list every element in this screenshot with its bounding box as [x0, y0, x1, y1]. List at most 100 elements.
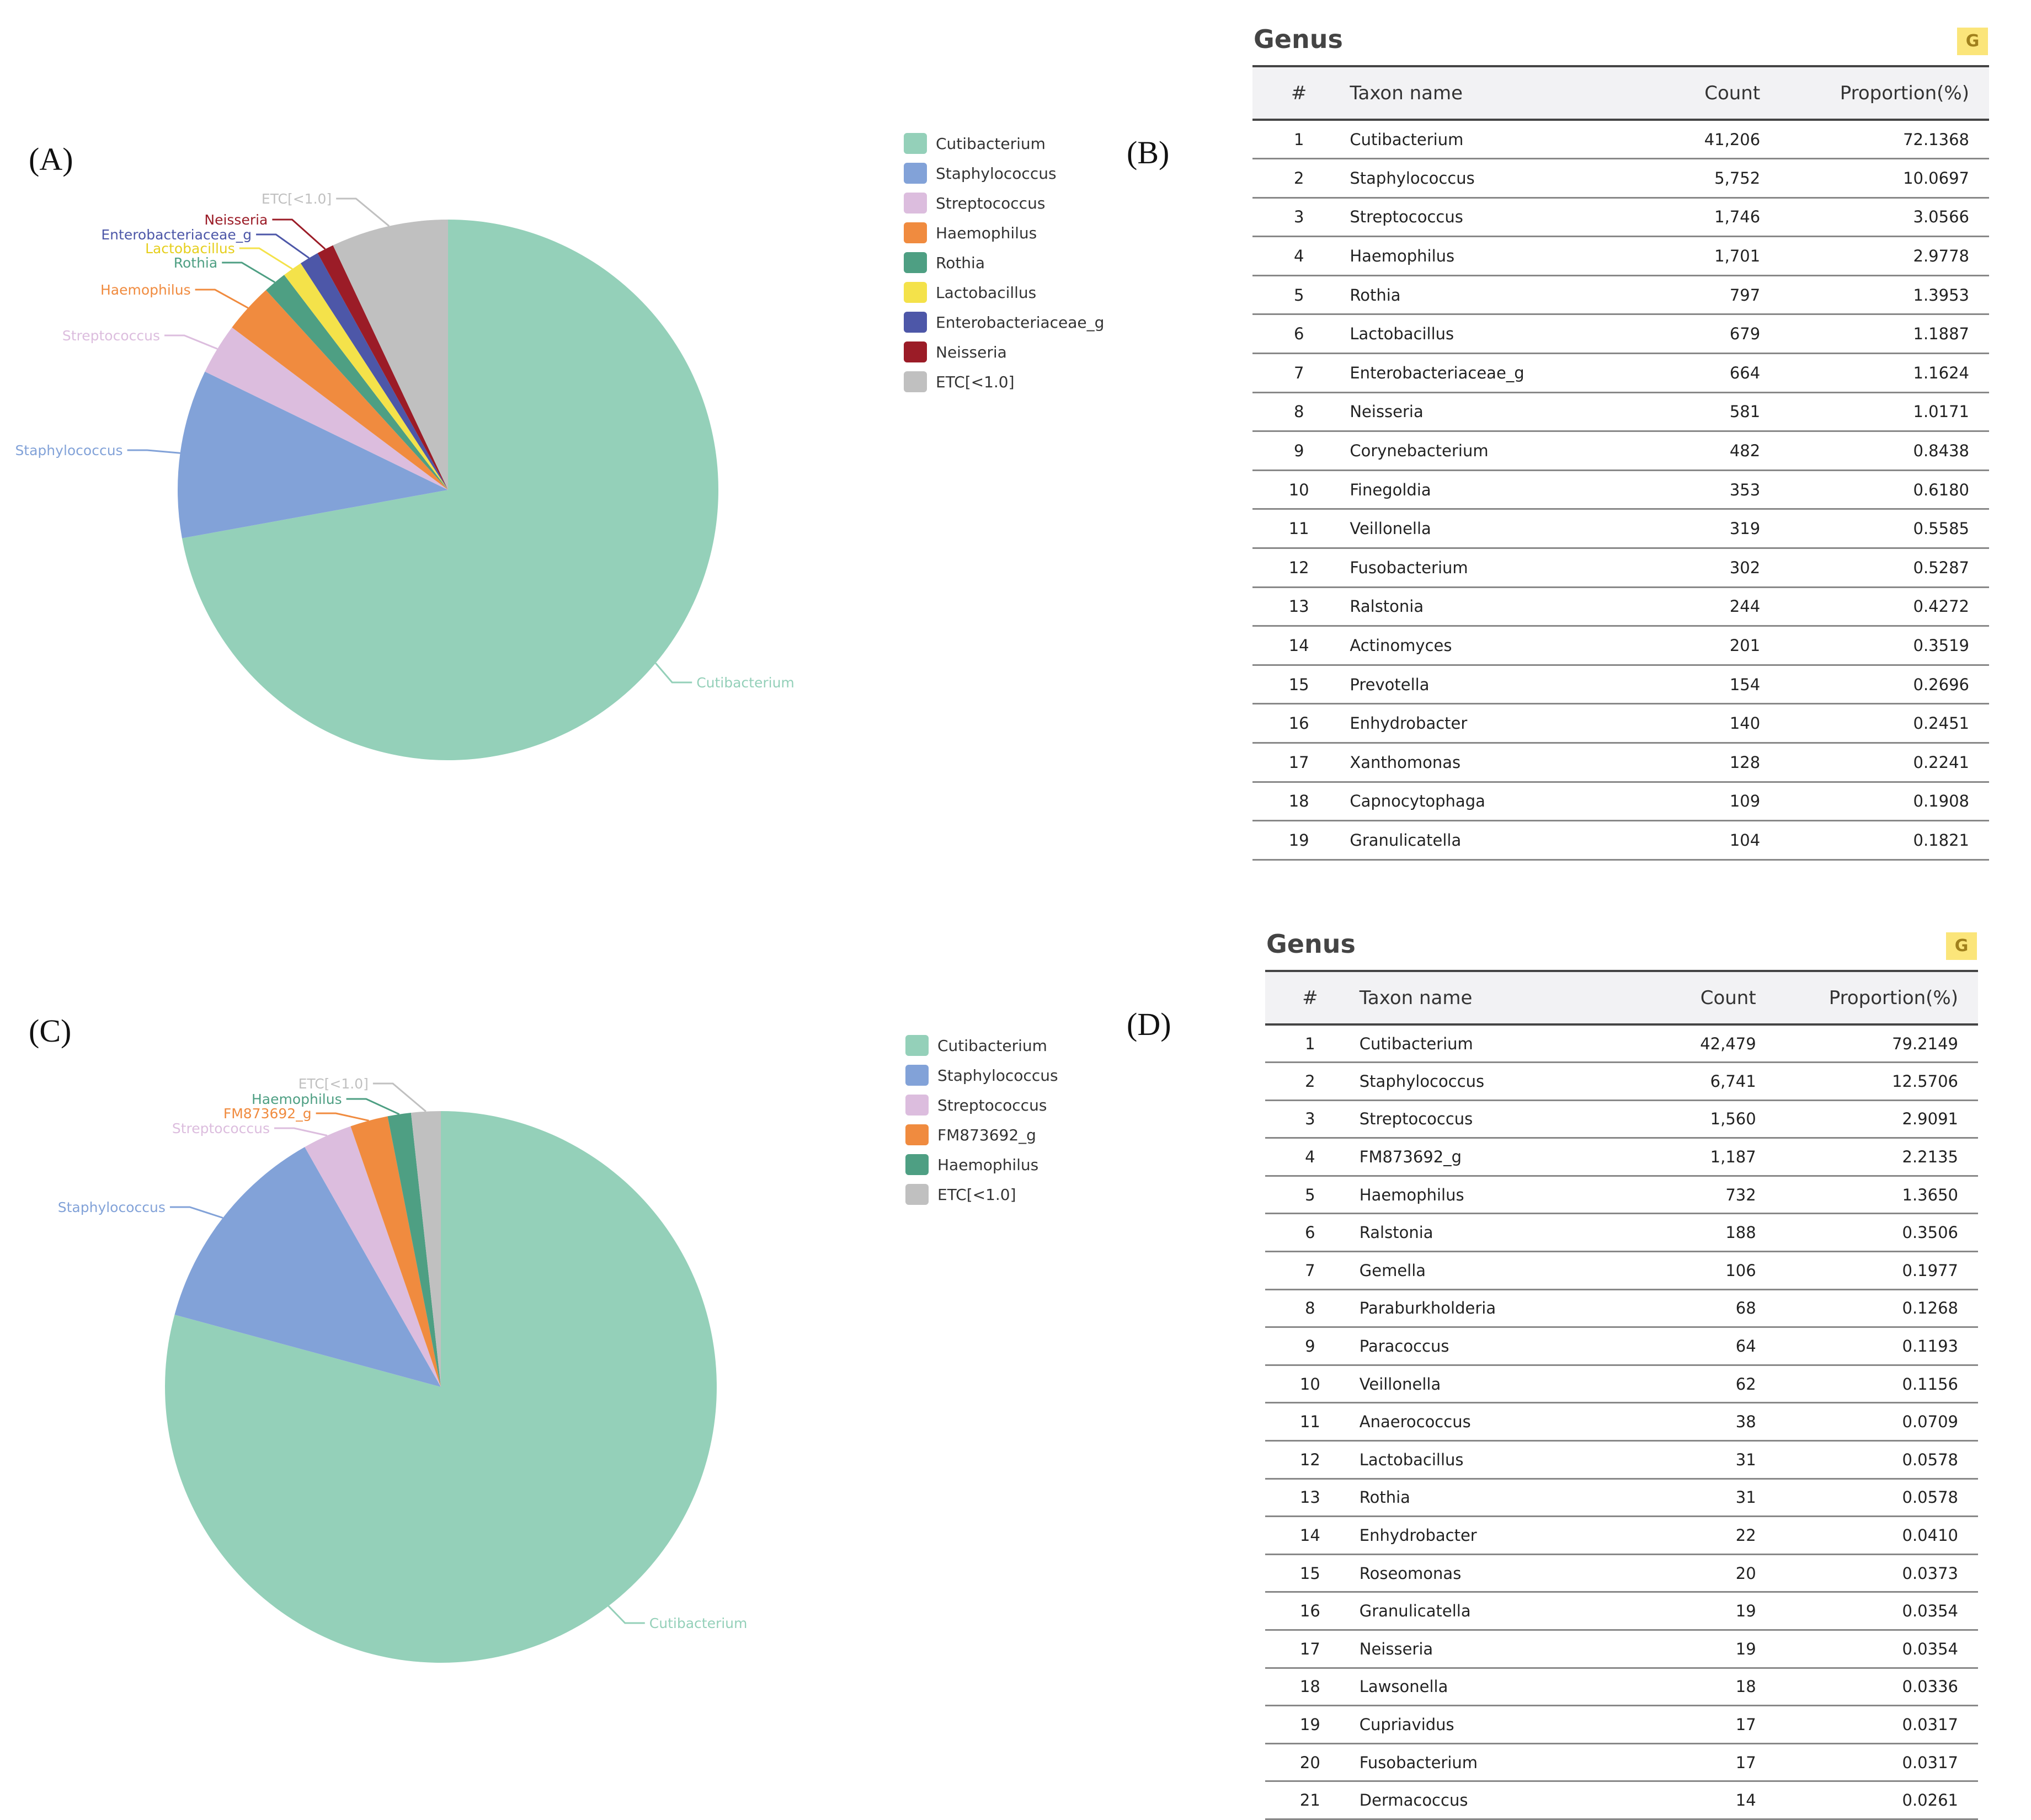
table-row: 13 Ralstonia 244 0.4272 — [1252, 587, 1989, 627]
legend-label: ETC[<1.0] — [937, 1185, 1016, 1204]
cell-proportion: 72.1368 — [1765, 120, 1989, 160]
cell-taxon: Ralstonia — [1355, 1213, 1613, 1253]
table-row: 4 FM873692_g 1,187 2.2135 — [1265, 1138, 1978, 1177]
cell-proportion: 0.1268 — [1760, 1289, 1978, 1328]
slice-label-streptococcus: Streptococcus — [172, 1120, 270, 1136]
cell-proportion: 0.1821 — [1765, 820, 1989, 861]
legend-swatch — [905, 1184, 929, 1205]
cell-num: 6 — [1265, 1213, 1355, 1253]
legend-label: Rothia — [936, 253, 985, 272]
cell-num: 18 — [1252, 782, 1346, 822]
cell-proportion: 0.1908 — [1765, 782, 1989, 822]
cell-count: 1,560 — [1612, 1100, 1761, 1139]
cell-taxon: Neisseria — [1355, 1630, 1613, 1669]
cell-taxon: Lactobacillus — [1345, 314, 1612, 355]
table-row: 11 Veillonella 319 0.5585 — [1252, 509, 1989, 549]
cell-num: 13 — [1265, 1479, 1355, 1518]
cell-proportion: 1.1887 — [1765, 314, 1989, 355]
cell-num: 10 — [1265, 1365, 1355, 1404]
genus-badge: G — [1957, 28, 1988, 55]
cell-num: 3 — [1252, 198, 1346, 238]
cell-proportion: 0.2241 — [1765, 743, 1989, 783]
cell-taxon: Paracoccus — [1355, 1327, 1613, 1366]
legend-swatch — [904, 222, 927, 243]
legend-item-enterobacteriaceae-g: Enterobacteriaceae_g — [904, 307, 1104, 337]
cell-taxon: Haemophilus — [1345, 236, 1612, 276]
table-row: 7 Gemella 106 0.1977 — [1265, 1251, 1978, 1290]
leader-line-haemophilus — [195, 289, 249, 309]
cell-count: 31 — [1612, 1479, 1761, 1518]
cell-num: 17 — [1252, 743, 1346, 783]
table-row: 5 Haemophilus 732 1.3650 — [1265, 1176, 1978, 1215]
legend-item-cutibacterium: Cutibacterium — [905, 1031, 1058, 1060]
cell-count: 106 — [1612, 1251, 1761, 1290]
table-row: 10 Veillonella 62 0.1156 — [1265, 1365, 1978, 1404]
leader-line-neisseria — [272, 218, 326, 250]
pie-slice-cutibacterium — [164, 1111, 717, 1663]
legend-swatch — [904, 341, 927, 362]
cell-proportion: 0.3519 — [1765, 626, 1989, 666]
cell-num: 6 — [1252, 314, 1346, 355]
pie-slice-haemophilus — [232, 290, 448, 490]
panel-label-b: (B) — [1127, 135, 1170, 170]
table-row: 8 Neisseria 581 1.0171 — [1252, 392, 1989, 433]
cell-proportion: 0.5287 — [1765, 548, 1989, 588]
cell-taxon: Granulicatella — [1355, 1592, 1613, 1631]
table-row: 18 Lawsonella 18 0.0336 — [1265, 1668, 1978, 1707]
cell-num: 3 — [1265, 1100, 1355, 1139]
cell-num: 5 — [1252, 275, 1346, 316]
legend-label: Staphylococcus — [936, 164, 1057, 183]
table-row: 21 Dermacoccus 14 0.0261 — [1265, 1781, 1978, 1820]
table-header-row: # Taxon name Count Proportion(%) — [1252, 67, 1989, 121]
cell-num: 19 — [1265, 1705, 1355, 1744]
legend-label: Streptococcus — [937, 1096, 1047, 1114]
slice-label-lactobacillus: Lactobacillus — [145, 241, 235, 257]
table-row: 10 Finegoldia 353 0.6180 — [1252, 470, 1989, 510]
slice-label-fm873692-g: FM873692_g — [223, 1106, 312, 1122]
table-row: 8 Paraburkholderia 68 0.1268 — [1265, 1289, 1978, 1328]
cell-count: 1,187 — [1612, 1138, 1761, 1177]
pie-slice-staphylococcus — [174, 1147, 441, 1387]
panel-label-c: (C) — [29, 1013, 72, 1049]
legend-label: Cutibacterium — [936, 134, 1046, 153]
table-row: 2 Staphylococcus 5,752 10.0697 — [1252, 158, 1989, 199]
cell-num: 4 — [1252, 236, 1346, 276]
cell-num: 13 — [1252, 587, 1346, 627]
cell-taxon: Staphylococcus — [1345, 158, 1612, 199]
slice-label-staphylococcus: Staphylococcus — [15, 442, 122, 458]
slice-label-cutibacterium: Cutibacterium — [696, 675, 795, 691]
cell-count: 128 — [1611, 743, 1765, 783]
cell-count: 319 — [1611, 509, 1765, 549]
cell-taxon: Roseomonas — [1355, 1554, 1613, 1593]
slice-label-rothia: Rothia — [174, 255, 217, 271]
table-row: 16 Enhydrobacter 140 0.2451 — [1252, 703, 1989, 744]
cell-num: 15 — [1252, 665, 1346, 705]
cell-taxon: Haemophilus — [1355, 1176, 1613, 1215]
slice-label-haemophilus: Haemophilus — [100, 282, 191, 298]
table-row: 20 Fusobacterium 17 0.0317 — [1265, 1743, 1978, 1782]
column-header-taxon: Taxon name — [1345, 67, 1612, 121]
cell-num: 10 — [1252, 470, 1346, 510]
legend-swatch — [904, 282, 927, 303]
legend-item-rothia: Rothia — [904, 248, 1104, 277]
legend-label: Lactobacillus — [936, 283, 1037, 302]
cell-count: 17 — [1612, 1743, 1761, 1782]
cell-taxon: Staphylococcus — [1355, 1062, 1613, 1101]
cell-count: 62 — [1612, 1365, 1761, 1404]
genus-badge: G — [1946, 932, 1977, 960]
leader-line-etc-1-0 — [372, 1082, 427, 1112]
leader-line-rothia — [222, 261, 275, 283]
cell-proportion: 0.0410 — [1760, 1516, 1978, 1555]
pie-slice-fm873692-g — [350, 1116, 441, 1387]
legend-swatch — [905, 1035, 929, 1056]
table-row: 4 Haemophilus 1,701 2.9778 — [1252, 236, 1989, 276]
cell-taxon: Prevotella — [1345, 665, 1612, 705]
cell-taxon: Fusobacterium — [1355, 1743, 1613, 1782]
pie-slice-etc-1-0 — [411, 1111, 441, 1387]
table-row: 15 Prevotella 154 0.2696 — [1252, 665, 1989, 705]
cell-taxon: Rothia — [1355, 1479, 1613, 1518]
legend-item-staphylococcus: Staphylococcus — [905, 1060, 1058, 1090]
legend-item-staphylococcus: Staphylococcus — [904, 158, 1104, 188]
cell-proportion: 0.0709 — [1760, 1402, 1978, 1442]
pie-chart-c: Cutibacterium Staphylococcus Streptococcus… — [58, 1076, 747, 1663]
